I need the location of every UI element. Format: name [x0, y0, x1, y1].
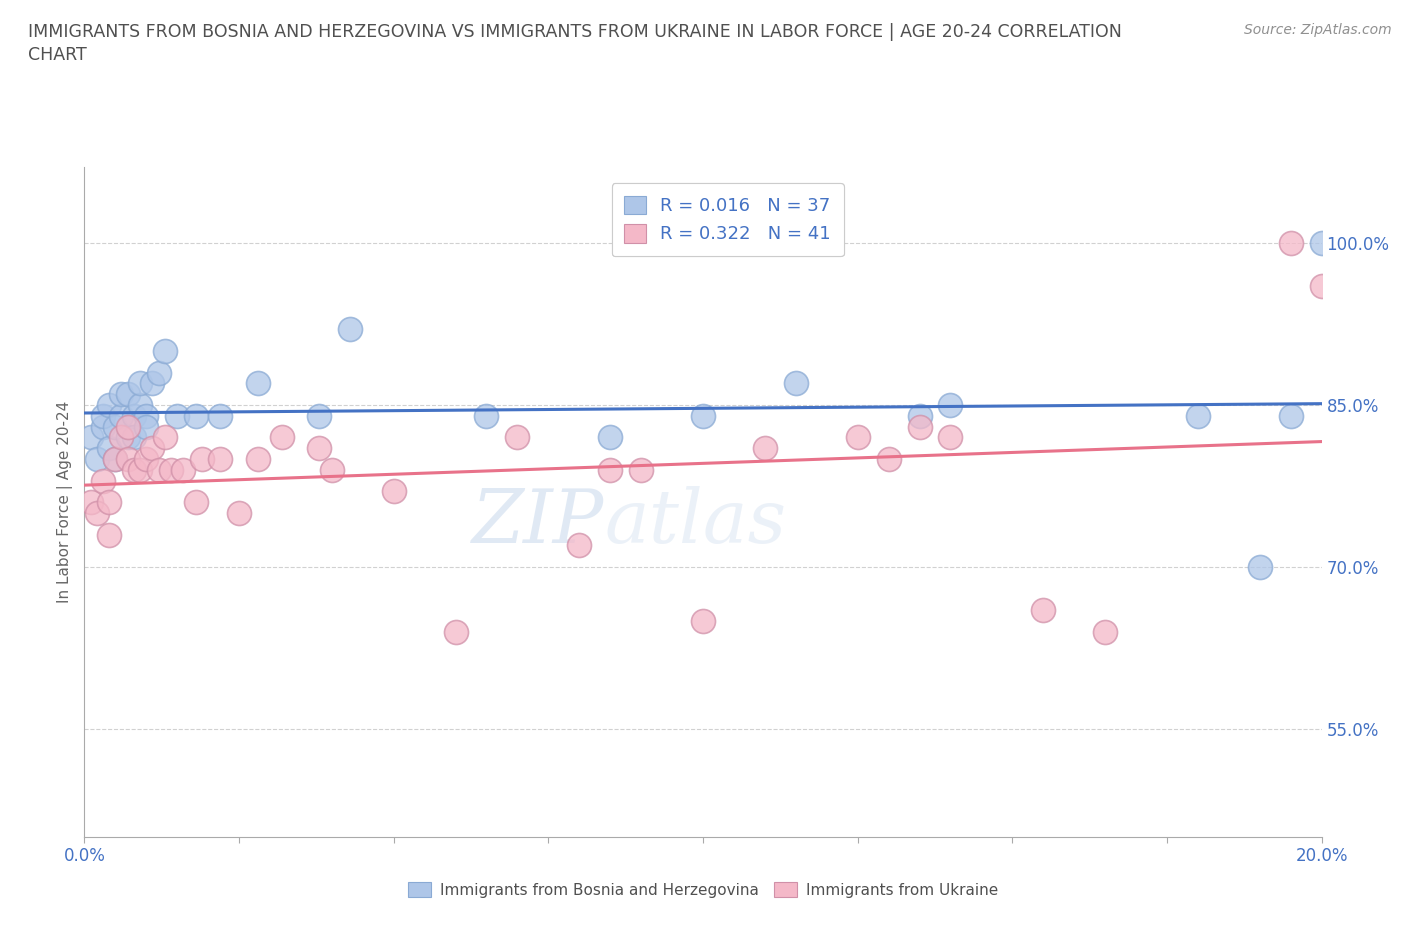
Point — [692, 614, 714, 629]
Point — [104, 452, 127, 467]
Legend: R = 0.016   N = 37, R = 0.322   N = 41: R = 0.016 N = 37, R = 0.322 N = 41 — [612, 183, 844, 256]
Point — [98, 527, 121, 542]
Point — [1187, 408, 1209, 423]
Point — [135, 419, 157, 434]
Point — [1310, 279, 1333, 294]
Point — [79, 495, 101, 510]
Point — [153, 343, 176, 358]
Point — [321, 462, 343, 477]
Point — [110, 387, 132, 402]
Point — [246, 376, 269, 391]
Point — [153, 430, 176, 445]
Point — [475, 408, 498, 423]
Point — [908, 419, 931, 434]
Point — [228, 506, 250, 521]
Point — [877, 452, 900, 467]
Text: Source: ZipAtlas.com: Source: ZipAtlas.com — [1244, 23, 1392, 37]
Point — [1032, 603, 1054, 618]
Y-axis label: In Labor Force | Age 20-24: In Labor Force | Age 20-24 — [58, 401, 73, 604]
Point — [91, 473, 114, 488]
Point — [271, 430, 294, 445]
Point — [908, 408, 931, 423]
Point — [209, 452, 232, 467]
Point — [184, 408, 207, 423]
Point — [86, 506, 108, 521]
Point — [104, 452, 127, 467]
Point — [141, 376, 163, 391]
Point — [135, 452, 157, 467]
Point — [91, 419, 114, 434]
Point — [172, 462, 194, 477]
Point — [754, 441, 776, 456]
Point — [444, 624, 467, 639]
Point — [568, 538, 591, 552]
Point — [79, 430, 101, 445]
Point — [939, 430, 962, 445]
Point — [104, 419, 127, 434]
Point — [939, 397, 962, 412]
Point — [110, 430, 132, 445]
Point — [122, 430, 145, 445]
Point — [122, 462, 145, 477]
Point — [129, 397, 152, 412]
Point — [382, 484, 405, 498]
Point — [1249, 560, 1271, 575]
Point — [246, 452, 269, 467]
Text: IMMIGRANTS FROM BOSNIA AND HERZEGOVINA VS IMMIGRANTS FROM UKRAINE IN LABOR FORCE: IMMIGRANTS FROM BOSNIA AND HERZEGOVINA V… — [28, 23, 1122, 41]
Point — [117, 419, 139, 434]
Point — [135, 408, 157, 423]
Point — [141, 441, 163, 456]
Point — [846, 430, 869, 445]
Point — [1094, 624, 1116, 639]
Point — [98, 397, 121, 412]
Point — [148, 462, 170, 477]
Point — [209, 408, 232, 423]
Point — [98, 495, 121, 510]
Point — [129, 376, 152, 391]
Point — [166, 408, 188, 423]
Text: CHART: CHART — [28, 46, 87, 64]
Point — [308, 441, 330, 456]
Point — [599, 430, 621, 445]
Point — [86, 452, 108, 467]
Point — [117, 430, 139, 445]
Point — [122, 408, 145, 423]
Point — [98, 441, 121, 456]
Point — [1279, 408, 1302, 423]
Point — [160, 462, 183, 477]
Point — [630, 462, 652, 477]
Point — [1279, 235, 1302, 250]
Text: atlas: atlas — [605, 486, 786, 559]
Point — [117, 452, 139, 467]
Point — [785, 376, 807, 391]
Legend: Immigrants from Bosnia and Herzegovina, Immigrants from Ukraine: Immigrants from Bosnia and Herzegovina, … — [402, 875, 1004, 904]
Point — [117, 387, 139, 402]
Point — [308, 408, 330, 423]
Point — [1310, 235, 1333, 250]
Point — [91, 408, 114, 423]
Point — [692, 408, 714, 423]
Point — [184, 495, 207, 510]
Point — [506, 430, 529, 445]
Point — [191, 452, 214, 467]
Text: ZIP: ZIP — [472, 486, 605, 559]
Point — [599, 462, 621, 477]
Point — [129, 462, 152, 477]
Point — [110, 408, 132, 423]
Point — [148, 365, 170, 380]
Point — [339, 322, 361, 337]
